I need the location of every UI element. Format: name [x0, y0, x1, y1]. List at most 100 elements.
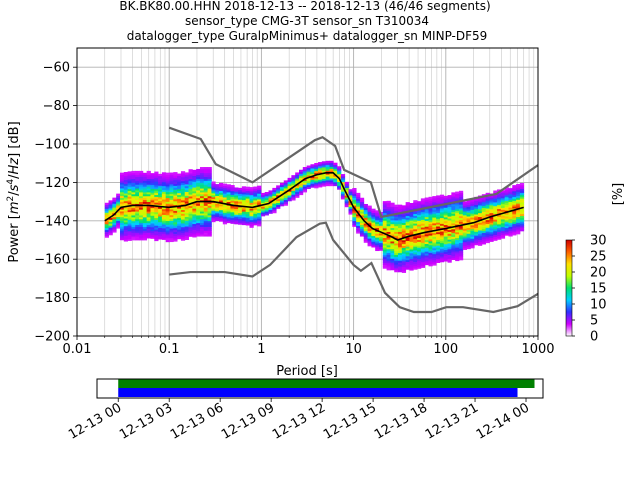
- ppsd-cell: [199, 186, 205, 189]
- ppsd-cell: [428, 225, 433, 228]
- ppsd-cell: [142, 176, 148, 179]
- ppsd-cell: [253, 188, 258, 191]
- ppsd-cell: [386, 262, 391, 265]
- ppsd-cell: [401, 249, 407, 252]
- ppsd-cell: [180, 175, 186, 178]
- ppsd-cell: [481, 219, 487, 222]
- ppsd-cell: [478, 224, 483, 227]
- ppsd-cell: [447, 243, 452, 246]
- ppsd-cell: [405, 265, 410, 268]
- ppsd-cell: [424, 222, 429, 225]
- ppsd-cell: [234, 197, 239, 200]
- ppsd-cell: [131, 238, 136, 241]
- ppsd-cell: [257, 208, 262, 212]
- ppsd-cell: [188, 224, 193, 228]
- ppsd-cell: [344, 181, 349, 185]
- ppsd-cell: [272, 205, 277, 208]
- ppsd-cell: [211, 189, 216, 192]
- y-axis-label: Power [m2/s4/Hz] [dB]: [6, 121, 22, 262]
- x-axis-ticks: 0.01 0.1 1 10 100 1000: [63, 336, 555, 357]
- ppsd-cell: [184, 230, 189, 233]
- ppsd-cell: [420, 255, 426, 259]
- ppsd-cell: [432, 244, 437, 247]
- ppsd-cell: [458, 202, 464, 205]
- ppsd-cell: [413, 259, 418, 263]
- ppsd-cell: [417, 256, 422, 260]
- ppsd-cell: [367, 219, 372, 222]
- ppsd-cell: [310, 185, 315, 188]
- ppsd-cell: [519, 192, 525, 195]
- ppsd-cell: [363, 228, 368, 232]
- ppsd-cell: [405, 215, 410, 218]
- ppsd-cell: [367, 232, 372, 235]
- ppsd-cell: [458, 209, 464, 213]
- ppsd-cell: [409, 245, 414, 248]
- ppsd-cell: [356, 231, 361, 234]
- ppsd-cell: [257, 218, 262, 221]
- ppsd-cell: [249, 208, 254, 211]
- ppsd-cell: [184, 214, 189, 217]
- ppsd-cell: [230, 188, 235, 192]
- ppsd-cell: [199, 190, 205, 193]
- ppsd-cell: [173, 198, 178, 202]
- ppsd-cell: [211, 212, 216, 215]
- ppsd-cell: [253, 217, 258, 220]
- ppsd-cell: [131, 180, 136, 183]
- ppsd-cell: [123, 235, 129, 238]
- ppsd-cell: [184, 205, 189, 208]
- ppsd-cell: [398, 268, 403, 271]
- ppsd-cell: [466, 227, 471, 230]
- ppsd-cell: [165, 184, 170, 187]
- ppsd-cell: [462, 216, 467, 220]
- ppsd-cell: [165, 182, 170, 185]
- ppsd-cell: [382, 228, 387, 231]
- ppsd-cell: [119, 226, 125, 229]
- y-tick-label: −160: [34, 253, 70, 268]
- ppsd-cell: [184, 178, 189, 181]
- ppsd-cell: [180, 173, 186, 176]
- ppsd-cell: [142, 216, 148, 220]
- ppsd-cell: [405, 225, 410, 228]
- ppsd-cell: [405, 217, 410, 220]
- ppsd-cell: [489, 237, 494, 240]
- ppsd-cell: [386, 243, 391, 246]
- ppsd-cell: [142, 211, 148, 214]
- ppsd-cell: [196, 216, 201, 220]
- ppsd-cell: [116, 205, 121, 208]
- ppsd-cell: [478, 226, 483, 229]
- ppsd-cell: [508, 222, 513, 225]
- ppsd-cell: [413, 219, 418, 222]
- ppsd-cell: [154, 219, 159, 222]
- ppsd-cell: [253, 207, 258, 210]
- ppsd-cell: [516, 210, 521, 214]
- ppsd-cell: [192, 171, 197, 175]
- ppsd-cell: [359, 218, 365, 222]
- ppsd-cell: [253, 211, 258, 214]
- ppsd-cell: [409, 256, 414, 260]
- ppsd-cell: [257, 206, 262, 210]
- ppsd-cell: [401, 247, 407, 250]
- ppsd-cell: [340, 175, 346, 179]
- ppsd-cell: [409, 241, 414, 244]
- ppsd-cell: [371, 241, 376, 244]
- ppsd-cell: [108, 208, 113, 211]
- ppsd-cell: [158, 233, 163, 236]
- ppsd-cell: [359, 203, 365, 206]
- ppsd-cell: [127, 219, 132, 222]
- ppsd-cell: [180, 192, 186, 195]
- ppsd-cell: [451, 215, 456, 218]
- ppsd-cell: [420, 227, 426, 230]
- ppsd-cell: [203, 172, 208, 176]
- ppsd-cell: [443, 245, 448, 249]
- ppsd-cell: [439, 259, 445, 263]
- ppsd-cell: [127, 190, 132, 193]
- ppsd-cell: [428, 264, 433, 267]
- ppsd-cell: [401, 268, 407, 271]
- ppsd-cell: [428, 212, 433, 215]
- ppsd-cell: [462, 226, 467, 229]
- ppsd-cell: [169, 232, 174, 235]
- ppsd-cell: [398, 204, 403, 207]
- ppsd-cell: [238, 207, 243, 210]
- ppsd-cell: [424, 201, 429, 204]
- ppsd-cell: [485, 202, 490, 205]
